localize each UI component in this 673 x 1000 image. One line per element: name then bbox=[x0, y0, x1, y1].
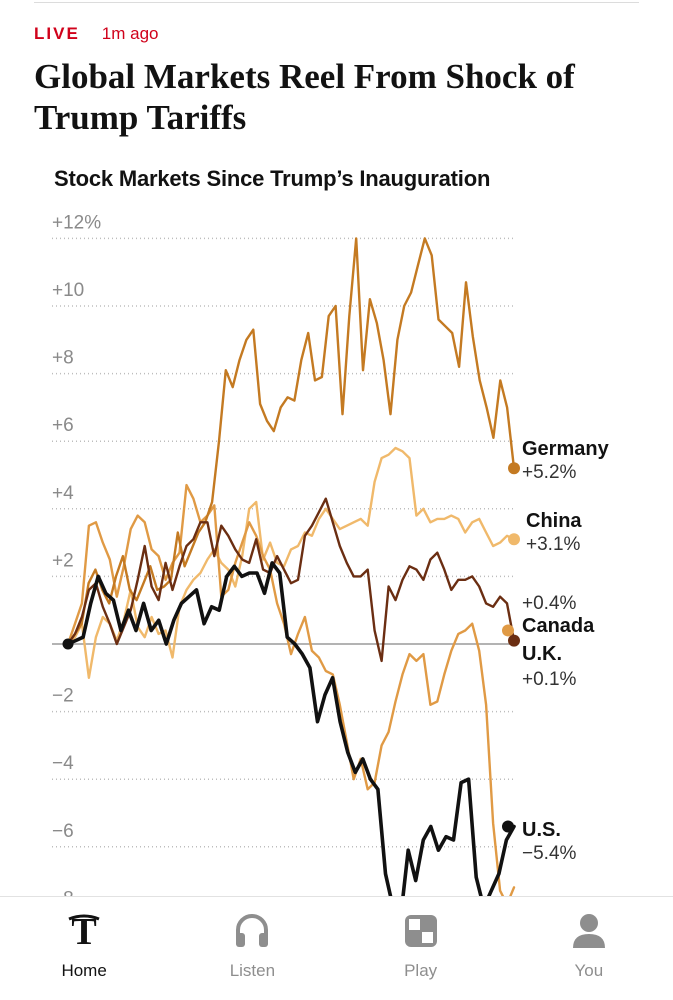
bottom-nav: T Home Listen Play bbox=[0, 896, 673, 1000]
y-tick-label: +8 bbox=[52, 348, 74, 369]
y-tick-label: +10 bbox=[52, 280, 84, 301]
nav-home-label: Home bbox=[61, 961, 107, 980]
nyt-logo-icon: T bbox=[64, 911, 104, 951]
annotation-value-germany: +5.2% bbox=[522, 462, 577, 483]
nav-you-label: You bbox=[574, 961, 604, 980]
nav-you[interactable]: You bbox=[505, 897, 673, 1000]
series-line-canada bbox=[66, 483, 516, 896]
origin-dot bbox=[62, 638, 74, 650]
nav-listen[interactable]: Listen bbox=[168, 897, 336, 1000]
y-tick-label: −2 bbox=[52, 686, 74, 707]
live-badge: LIVE bbox=[34, 24, 80, 43]
annotation-name-canada: Canada bbox=[522, 615, 595, 637]
nav-play-label: Play bbox=[404, 961, 438, 980]
person-icon bbox=[569, 911, 609, 951]
top-divider bbox=[34, 2, 639, 3]
end-dot-uk bbox=[508, 634, 520, 647]
y-tick-label: −6 bbox=[52, 821, 74, 842]
annotation-value-canada: +0.4% bbox=[522, 593, 577, 614]
annotation-value-us: −5.4% bbox=[522, 843, 577, 864]
games-grid-icon bbox=[401, 911, 441, 951]
annotation-value-uk: +0.1% bbox=[522, 669, 577, 690]
annotation-name-us: U.S. bbox=[522, 819, 561, 841]
y-tick-label: +2 bbox=[52, 550, 74, 571]
series-line-china bbox=[66, 446, 516, 679]
annotation-name-uk: U.K. bbox=[522, 643, 562, 665]
annotation-name-germany: Germany bbox=[522, 438, 610, 460]
nav-home[interactable]: T Home bbox=[0, 897, 168, 1000]
series-line-germany bbox=[66, 237, 516, 646]
y-tick-label: +4 bbox=[52, 483, 74, 504]
end-dot-us bbox=[502, 820, 514, 833]
headphones-icon bbox=[232, 911, 272, 951]
annotation-value-china: +3.1% bbox=[526, 534, 581, 555]
nav-play[interactable]: Play bbox=[337, 897, 505, 1000]
end-dot-germany bbox=[508, 462, 520, 475]
y-tick-label: −4 bbox=[52, 753, 74, 774]
time-ago: 1m ago bbox=[101, 24, 159, 43]
annotation-name-china: China bbox=[526, 510, 582, 532]
series-line-us bbox=[66, 561, 516, 896]
y-tick-label: +12% bbox=[52, 212, 101, 233]
y-tick-label: +6 bbox=[52, 415, 74, 436]
end-dot-canada bbox=[502, 624, 514, 637]
article-headline[interactable]: Global Markets Reel From Shock of Trump … bbox=[34, 57, 575, 137]
nav-listen-label: Listen bbox=[229, 961, 276, 980]
series-line-uk bbox=[66, 497, 516, 663]
chart-title: Stock Markets Since Trump’s Inauguration bbox=[54, 166, 491, 191]
live-row: LIVE 1m ago bbox=[34, 24, 159, 46]
end-dot-china bbox=[508, 533, 520, 546]
